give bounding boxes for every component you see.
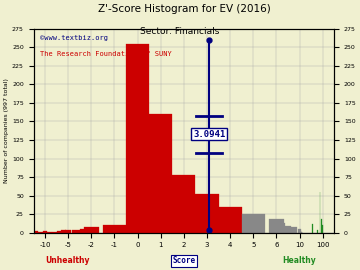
- Text: Score: Score: [172, 256, 195, 265]
- Bar: [33, 231, 38, 233]
- Y-axis label: Number of companies (997 total): Number of companies (997 total): [4, 78, 9, 183]
- Text: Unhealthy: Unhealthy: [45, 256, 90, 265]
- Bar: [285, 226, 291, 233]
- Text: Sector: Financials: Sector: Financials: [140, 27, 220, 36]
- Bar: [172, 175, 195, 233]
- Bar: [48, 232, 52, 233]
- Bar: [57, 231, 61, 233]
- Title: Z'-Score Histogram for EV (2016): Z'-Score Histogram for EV (2016): [98, 4, 270, 14]
- Bar: [195, 194, 219, 233]
- Bar: [291, 227, 297, 233]
- Text: Healthy: Healthy: [283, 256, 316, 265]
- Bar: [72, 230, 80, 233]
- Bar: [65, 230, 71, 233]
- Bar: [61, 230, 66, 233]
- Bar: [269, 219, 284, 233]
- Bar: [126, 44, 149, 233]
- Bar: [43, 231, 48, 233]
- Bar: [103, 225, 126, 233]
- Bar: [219, 207, 242, 233]
- Bar: [80, 229, 87, 233]
- Bar: [242, 214, 265, 233]
- Bar: [52, 232, 57, 233]
- Bar: [149, 114, 172, 233]
- Bar: [298, 229, 301, 233]
- Bar: [84, 227, 99, 233]
- Bar: [279, 223, 285, 233]
- Bar: [38, 232, 43, 233]
- Text: 3.0941: 3.0941: [193, 130, 225, 139]
- Text: ©www.textbiz.org: ©www.textbiz.org: [40, 35, 108, 41]
- Text: The Research Foundation of SUNY: The Research Foundation of SUNY: [40, 51, 171, 57]
